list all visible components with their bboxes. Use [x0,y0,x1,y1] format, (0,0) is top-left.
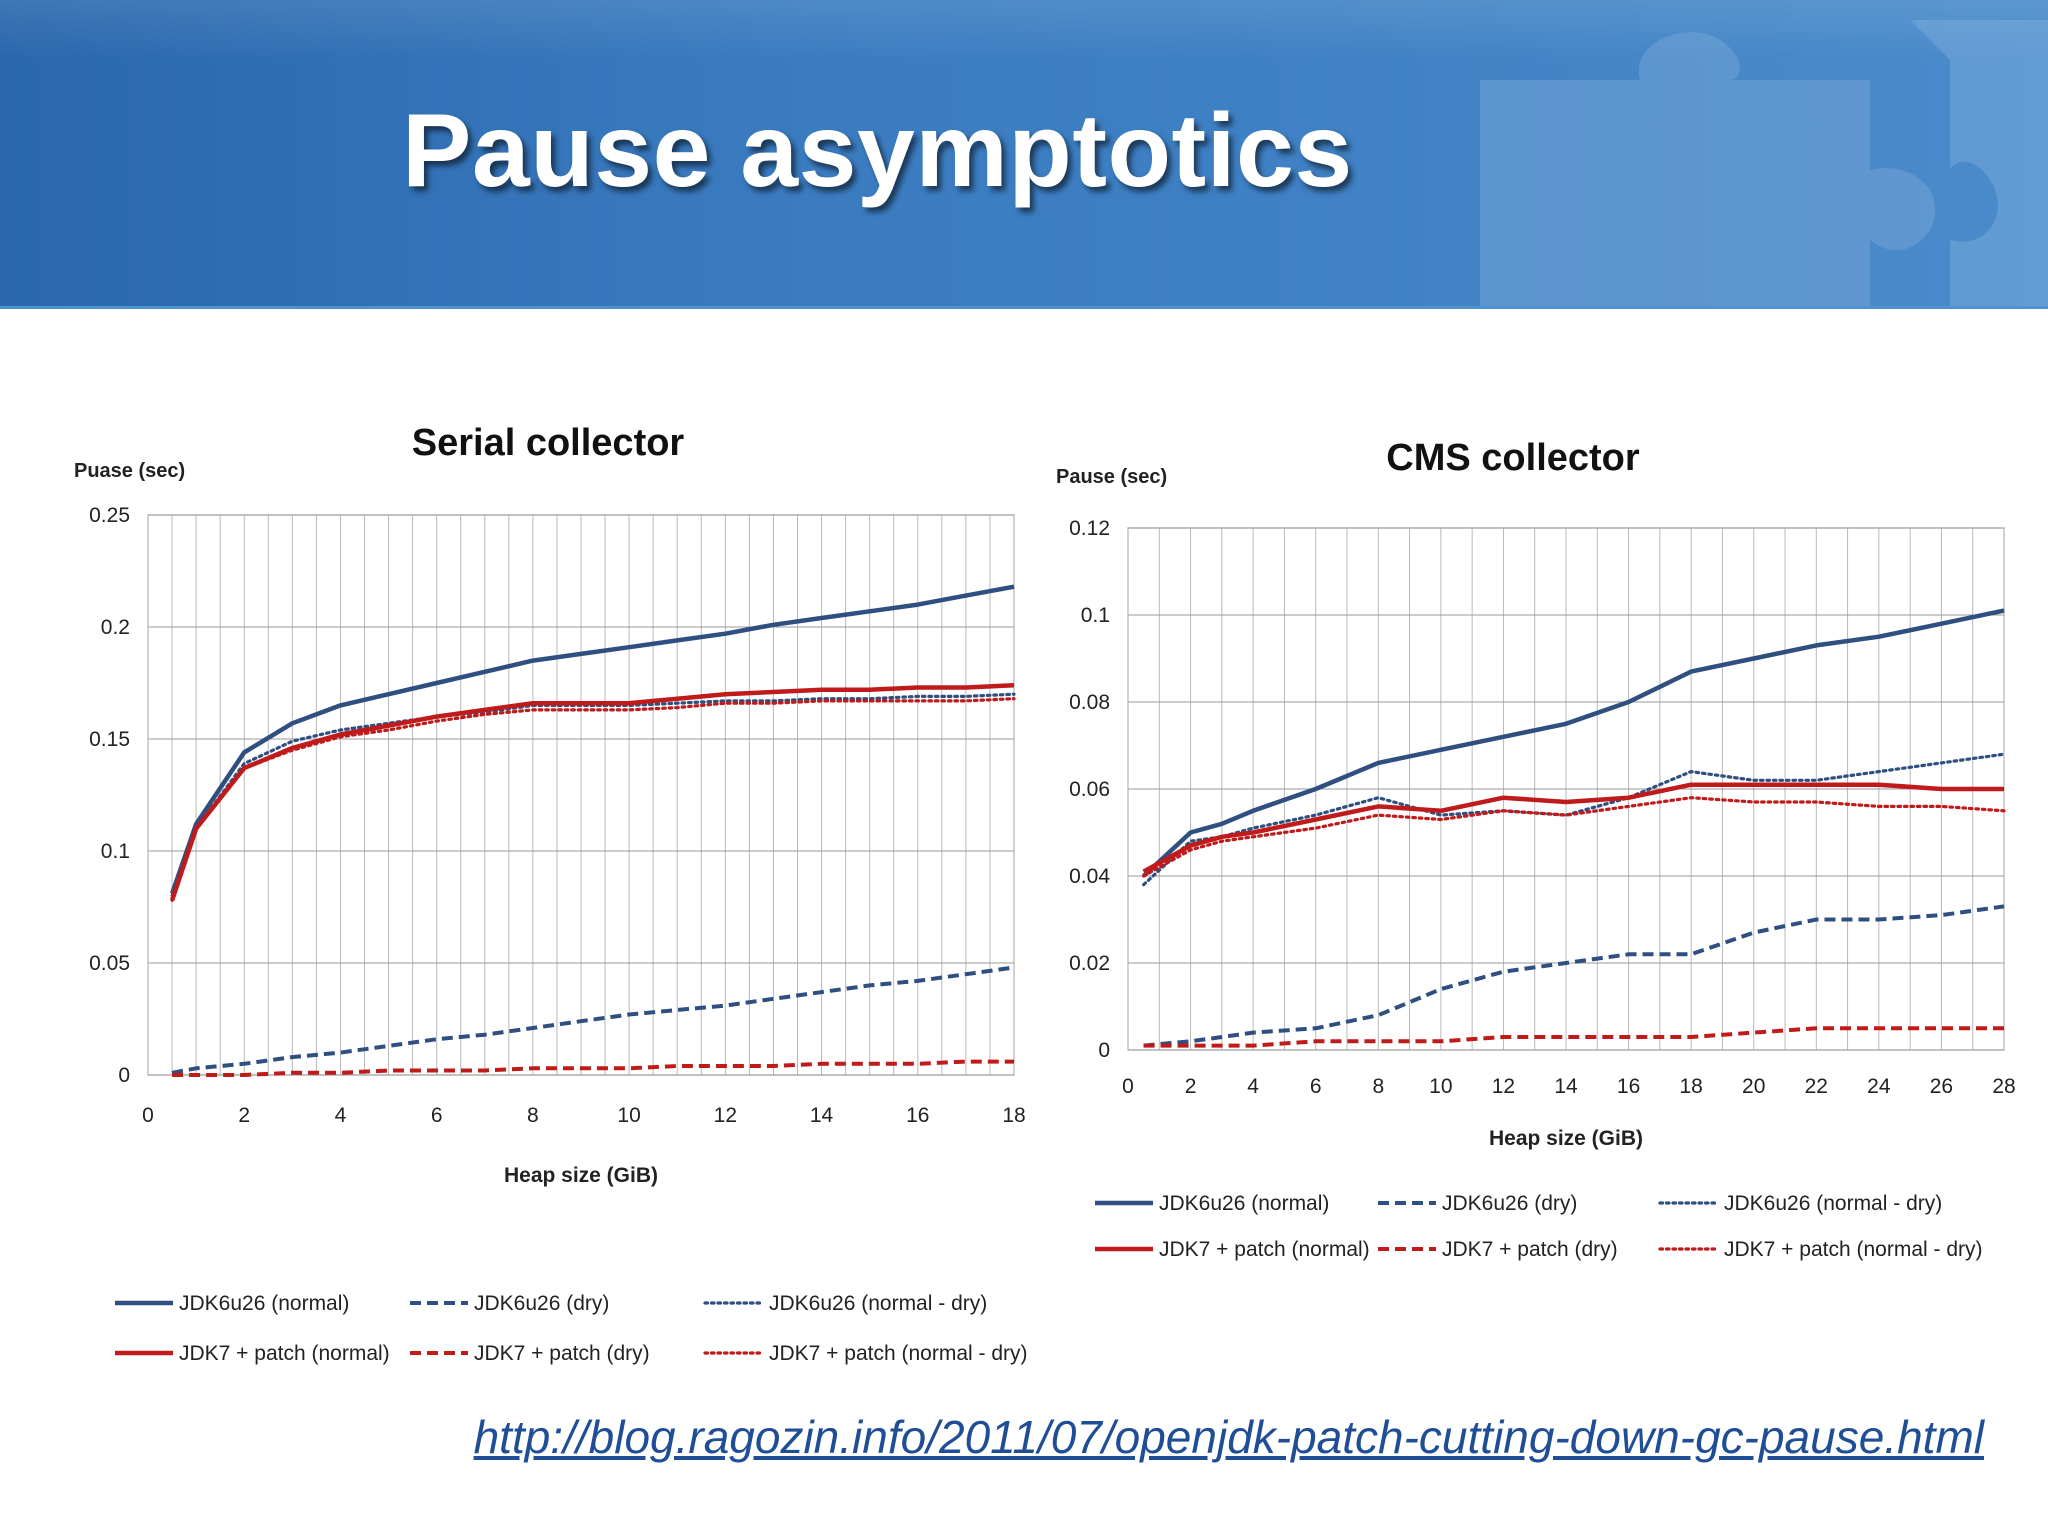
x-tick-label: 4 [1247,1075,1259,1098]
slide-header: Pause asymptotics [0,0,2048,309]
series-line [1143,904,2005,1048]
y-tick-label: 0.04 [1069,865,1110,888]
x-tick-label: 10 [1429,1075,1452,1098]
series-line [170,697,1016,902]
x-tick-label: 18 [1002,1104,1025,1127]
x-tick-label: 16 [906,1104,929,1127]
x-tick-label: 0 [1122,1075,1134,1098]
source-link[interactable]: http://blog.ragozin.info/2011/07/openjdk… [473,1411,1984,1463]
x-tick-label: 16 [1617,1075,1640,1098]
y-axis-label: Pause (sec) [1056,466,1167,488]
legend-label: JDK6u26 (normal) [1159,1192,1329,1215]
y-tick-label: 0.25 [89,504,130,527]
x-tick-label: 12 [1492,1075,1515,1098]
x-axis-label: Heap size (GiB) [504,1164,658,1187]
x-tick-label: 4 [335,1104,347,1127]
x-tick-label: 6 [431,1104,443,1127]
series-line [1142,782,2004,874]
y-tick-label: 0.1 [1081,604,1110,627]
legend-label: JDK7 + patch (normal) [179,1342,390,1365]
cms-collector-chart: 00.020.040.060.080.10.120 2 4 6 8 10 12 14 16 18 2… [1056,437,2016,1261]
y-tick-label: 0 [118,1064,130,1087]
serial-collector-chart: 0 0.05 0.1 0.15 0.2 0.25 0 2 4 6 8 10 12 14 16 18 Serial… [74,422,1028,1365]
x-tick-label: 14 [810,1104,834,1127]
x-tick-label: 22 [1805,1075,1828,1098]
y-tick-label: 0.02 [1069,952,1110,975]
y-tick-label: 0 [1098,1039,1110,1062]
y-axis-label: Puase (sec) [74,460,185,482]
legend-label: JDK6u26 (dry) [1442,1192,1577,1215]
puzzle-piece-icon [1480,20,2048,306]
x-tick-label: 8 [1372,1075,1384,1098]
y-tick-label: 0.06 [1069,778,1110,801]
legend-label: JDK6u26 (normal - dry) [769,1292,987,1315]
legend-label: JDK6u26 (dry) [474,1292,609,1315]
slide-title: Pause asymptotics [402,93,1353,209]
legend-label: JDK6u26 (normal - dry) [1724,1192,1942,1215]
legend-label: JDK7 + patch (normal - dry) [1724,1238,1983,1261]
series-line [172,1059,1014,1077]
x-tick-label: 2 [1185,1075,1197,1098]
legend-label: JDK7 + patch (normal - dry) [769,1342,1028,1365]
x-tick-label: 8 [527,1104,539,1127]
x-tick-label: 10 [617,1104,640,1127]
header-highlight [0,0,2048,60]
y-tick-label: 0.08 [1069,691,1110,714]
y-tick-label: 0.1 [101,840,130,863]
y-tick-label: 0.2 [101,616,130,639]
x-tick-label: 20 [1742,1075,1765,1098]
x-tick-label: 2 [238,1104,250,1127]
x-tick-label: 24 [1867,1075,1891,1098]
series-line [169,682,1015,902]
legend-label: JDK7 + patch (dry) [1442,1238,1618,1261]
y-tick-label: 0.05 [89,952,130,975]
x-tick-label: 18 [1679,1075,1702,1098]
series-line [171,965,1015,1075]
series-line [1143,1026,2004,1048]
x-tick-label: 12 [714,1104,737,1127]
series-line [1141,796,2006,878]
series-line [169,584,1015,895]
x-tick-label: 26 [1930,1075,1953,1098]
chart-title: CMS collector [1386,437,1640,479]
x-tick-label: 6 [1310,1075,1322,1098]
chart-title: Serial collector [412,422,685,464]
y-tick-label: 0.12 [1069,517,1110,540]
x-axis-label: Heap size (GiB) [1489,1127,1643,1150]
x-tick-label: 0 [142,1104,154,1127]
x-tick-label: 28 [1992,1075,2015,1098]
legend-label: JDK7 + patch (dry) [474,1342,650,1365]
legend-label: JDK7 + patch (normal) [1159,1238,1370,1261]
x-tick-label: 14 [1554,1075,1578,1098]
legend-label: JDK6u26 (normal) [179,1292,349,1315]
series-line [1142,608,2005,878]
y-tick-label: 0.15 [89,728,130,751]
